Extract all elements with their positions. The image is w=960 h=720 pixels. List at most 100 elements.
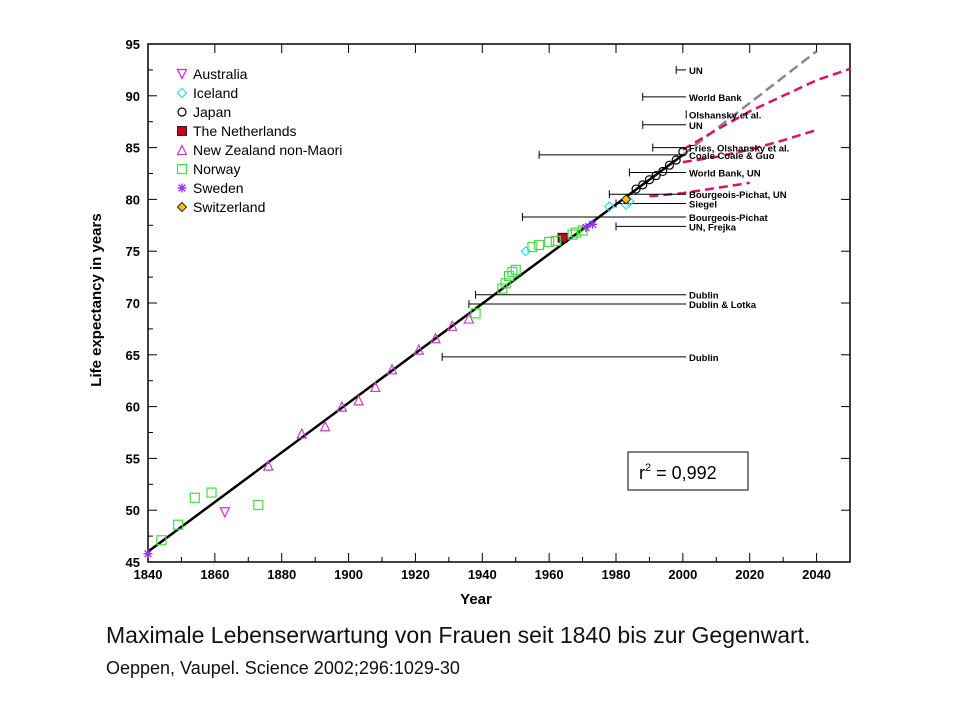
data-point-diamond-open [620,199,632,210]
data-point-asterisk [581,222,591,232]
forecast-curve [649,181,750,198]
data-point-triangle-down [219,507,231,519]
data-point-triangle-up [319,420,331,432]
y-tick-label: 85 [126,141,140,156]
data-point-square-open [500,278,511,289]
data-point-triangle-up [430,332,441,344]
prediction-label: Coale Coale & Guo [689,151,775,162]
data-point-diamond-filled [620,194,632,205]
data-point-square-open [507,266,518,278]
x-tick-label: 1840 [134,567,163,582]
legend-label: Iceland [193,85,238,101]
data-point-square-open [534,239,545,251]
data-point-square-open [470,308,481,319]
x-tick-label: 2040 [802,567,831,582]
legend: Australia Iceland Japan The Netherlands New … [176,66,342,215]
data-point-triangle-up [446,319,458,331]
x-tick-label: 1940 [468,567,497,582]
y-axis-title: Life expectancy in years [88,213,105,386]
prediction-label: Bourgeois-Pichat, UN [689,190,787,201]
legend-marker [176,68,188,80]
prediction-label: Bourgeois-Pichat [689,213,768,224]
x-tick-label: 1980 [602,567,631,582]
data-point-triangle-up [336,400,348,412]
legend-marker [177,126,187,136]
data-point-square-open [510,264,521,275]
trend-lines [147,50,851,553]
data-point-triangle-up [353,394,365,406]
x-tick-label: 1880 [267,567,296,582]
prediction-label: UN [689,121,703,132]
data-point-square-open [189,492,200,503]
legend-label: New Zealand non-Maori [193,142,342,158]
prediction-label: Dublin [689,291,719,302]
data-point-square-open [172,519,184,530]
data-point-square-open [527,241,538,253]
data-point-square-open [253,499,264,511]
prediction-label: Siegel [689,200,717,211]
prediction-label: Fries, Olshansky et al. [689,144,789,155]
data-point-triangle-up [463,312,475,324]
data-point-circle-open [671,155,681,165]
forecast-curve [682,67,851,151]
data-point-triangle-up [262,459,274,471]
data-point-square-open [577,225,588,236]
data-point-circle-open [658,166,668,177]
y-tick-label: 70 [126,296,140,311]
prediction-label: Dublin [689,353,719,364]
legend-label: Sweden [193,180,244,196]
y-tick-label: 80 [126,192,140,207]
legend-marker [176,144,188,156]
prediction-label: World Bank [689,93,742,104]
x-axis-title: Year [460,591,492,608]
prediction-label: World Bank, UN [689,168,761,179]
caption-source: Oeppen, Vaupel. Science 2002;296:1029-30 [106,658,460,678]
prediction-label: UN, Frejka [689,222,737,233]
x-tick-label: 1920 [401,567,430,582]
data-point-square-open [544,236,555,247]
legend-marker [176,163,188,175]
data-point-triangle-up [386,363,398,375]
y-tick-label: 90 [126,89,140,104]
legend-marker [177,107,187,117]
legend-marker [177,183,187,193]
extrapolation-line [682,50,818,156]
data-point-asterisk [143,549,153,559]
x-tick-label: 2020 [735,567,764,582]
y-tick-label: 50 [126,503,140,518]
data-point-square-open [156,535,167,546]
data-point-circle-open [664,160,675,170]
data-point-square-open [550,235,561,246]
prediction-label: UN [689,66,703,77]
data-point-circle-open [638,180,648,190]
data-point-diamond-open [603,201,615,213]
prediction-label: Dublin & Lotka [689,300,757,311]
data-point-triangle-up [296,427,308,439]
data-point-diamond-open [520,245,532,257]
legend-label: Australia [193,66,248,82]
data-point-circle-open [644,175,655,185]
y-tick-label: 60 [126,400,140,415]
data-points [143,147,688,559]
data-point-square-open [567,229,578,240]
r-squared-sup: 2 [645,462,651,474]
legend-label: The Netherlands [193,123,297,139]
r-squared-value: = 0,992 [651,463,717,483]
data-point-circle-open [631,184,641,194]
data-point-square-open [570,227,581,238]
caption-title: Maximale Lebenserwartung von Frauen seit… [106,622,811,648]
x-tick-label: 1900 [334,567,363,582]
data-point-circle-open [678,147,688,157]
legend-label: Japan [193,104,231,120]
x-tick-label: 2000 [668,567,697,582]
r-squared-prefix: r [639,463,645,483]
regression-line [147,153,684,553]
prediction-label: Olshansky et al. [689,110,761,121]
y-tick-label: 65 [126,348,140,363]
data-point-asterisk [588,219,598,229]
legend-marker [176,87,188,99]
axis-layer: 1840 1860 1880 1900 1920 1940 1960 1980 2000 2020… [126,37,850,582]
data-point-triangle-up [413,343,425,355]
